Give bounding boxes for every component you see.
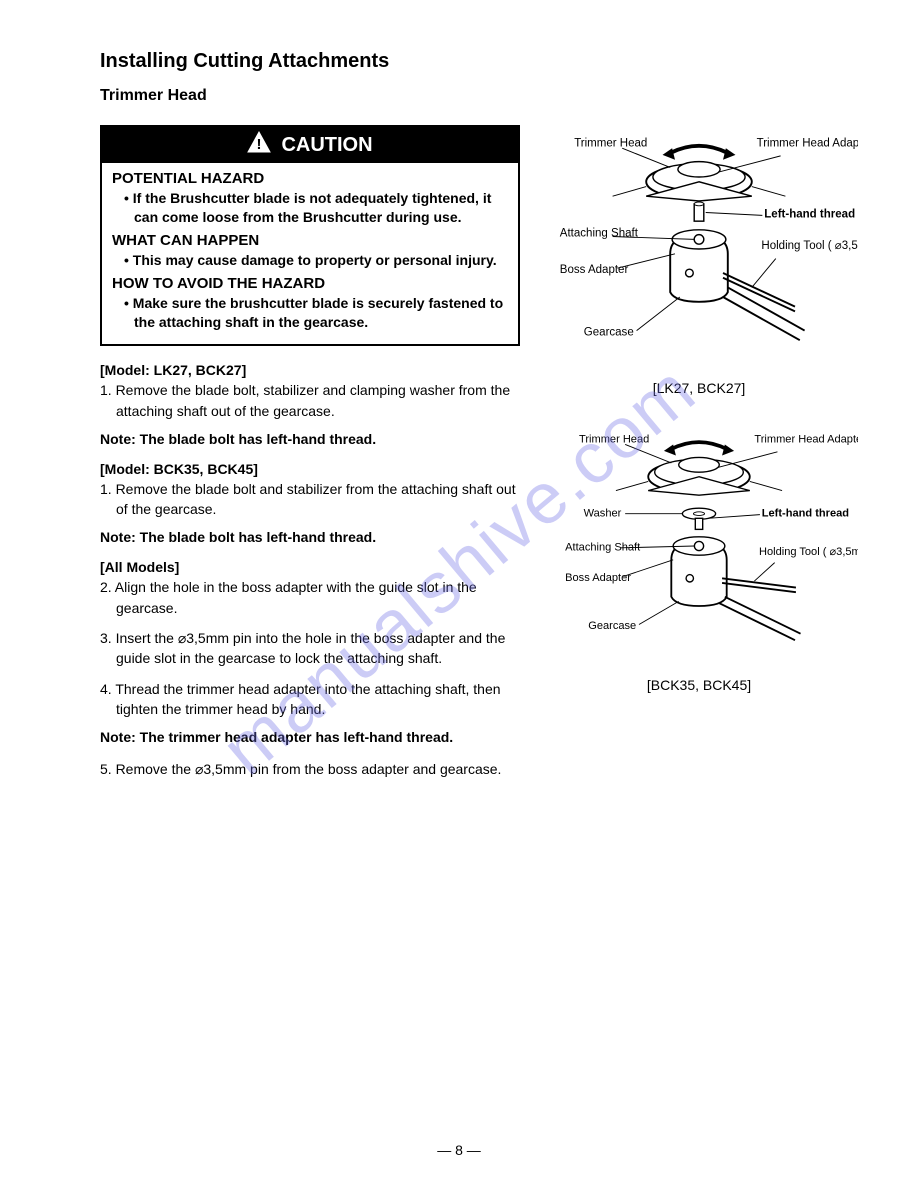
diagram1-caption: [LK27, BCK27] <box>540 380 858 396</box>
d2-label-adapter: Trimmer Head Adapter <box>754 434 858 446</box>
d1-label-holding-tool: Holding Tool ( ⌀3,5mm Pin) <box>761 240 858 252</box>
section3-step4: 4. Thread the trimmer head adapter into … <box>100 679 520 720</box>
section2-step1: 1. Remove the blade bolt and stabilizer … <box>100 479 520 520</box>
model-heading-2: [Model: BCK35, BCK45] <box>100 461 520 477</box>
d2-label-trimmer-head: Trimmer Head <box>579 434 649 446</box>
potential-hazard-heading: POTENTIAL HAZARD <box>112 169 508 189</box>
how-to-avoid-heading: HOW TO AVOID THE HAZARD <box>112 274 508 294</box>
d2-label-holding-tool: Holding Tool ( ⌀3,5mm Pin) <box>759 546 858 558</box>
section2-note: Note: The blade bolt has left-hand threa… <box>100 529 520 545</box>
page-number: — 8 — <box>0 1142 918 1158</box>
content-row: ! CAUTION POTENTIAL HAZARD If the Brushc… <box>100 125 858 789</box>
page-title: Installing Cutting Attachments <box>100 50 858 73</box>
section3-step3: 3. Insert the ⌀3,5mm pin into the hole i… <box>100 628 520 669</box>
diagram2-caption: [BCK35, BCK45] <box>540 677 858 693</box>
section3-step2: 2. Align the hole in the boss adapter wi… <box>100 577 520 618</box>
document-page: Installing Cutting Attachments Trimmer H… <box>0 0 918 829</box>
potential-hazard-text: If the Brushcutter blade is not adequate… <box>124 189 508 227</box>
diagram-1: Trimmer Head Trimmer Head Adapter Left-h… <box>540 129 858 369</box>
d1-label-boss-adapter: Boss Adapter <box>560 264 629 276</box>
diagram-2: Trimmer Head Trimmer Head Adapter Washer… <box>540 426 858 666</box>
d1-label-lhthread: Left-hand thread <box>764 208 855 220</box>
left-column: ! CAUTION POTENTIAL HAZARD If the Brushc… <box>100 125 520 789</box>
d2-label-lhthread: Left-hand thread <box>762 507 850 519</box>
caution-header: ! CAUTION <box>102 127 518 163</box>
d1-label-gearcase: Gearcase <box>584 326 634 338</box>
section1-note: Note: The blade bolt has left-hand threa… <box>100 431 520 447</box>
d1-label-adapter: Trimmer Head Adapter <box>757 137 858 149</box>
section3-step5: 5. Remove the ⌀3,5mm pin from the boss a… <box>100 759 520 779</box>
d2-label-gearcase: Gearcase <box>588 620 636 632</box>
right-column: Trimmer Head Trimmer Head Adapter Left-h… <box>540 125 858 789</box>
d2-label-washer: Washer <box>584 507 622 519</box>
model-heading-1: [Model: LK27, BCK27] <box>100 362 520 378</box>
section3-note4: Note: The trimmer head adapter has left-… <box>100 729 520 745</box>
what-can-happen-text: This may cause damage to property or per… <box>124 251 508 270</box>
caution-body: POTENTIAL HAZARD If the Brushcutter blad… <box>102 163 518 344</box>
d1-label-attaching-shaft: Attaching Shaft <box>560 228 639 240</box>
d2-label-boss-adapter: Boss Adapter <box>565 572 631 584</box>
model-heading-3: [All Models] <box>100 559 520 575</box>
caution-box: ! CAUTION POTENTIAL HAZARD If the Brushc… <box>100 125 520 346</box>
how-to-avoid-text: Make sure the brushcutter blade is secur… <box>124 294 508 332</box>
d1-label-trimmer-head: Trimmer Head <box>574 137 647 149</box>
what-can-happen-heading: WHAT CAN HAPPEN <box>112 231 508 251</box>
section1-step1: 1. Remove the blade bolt, stabilizer and… <box>100 380 520 421</box>
subtitle: Trimmer Head <box>100 87 858 105</box>
warning-triangle-icon: ! <box>247 131 271 159</box>
caution-label: CAUTION <box>281 134 372 157</box>
svg-text:!: ! <box>257 136 262 153</box>
